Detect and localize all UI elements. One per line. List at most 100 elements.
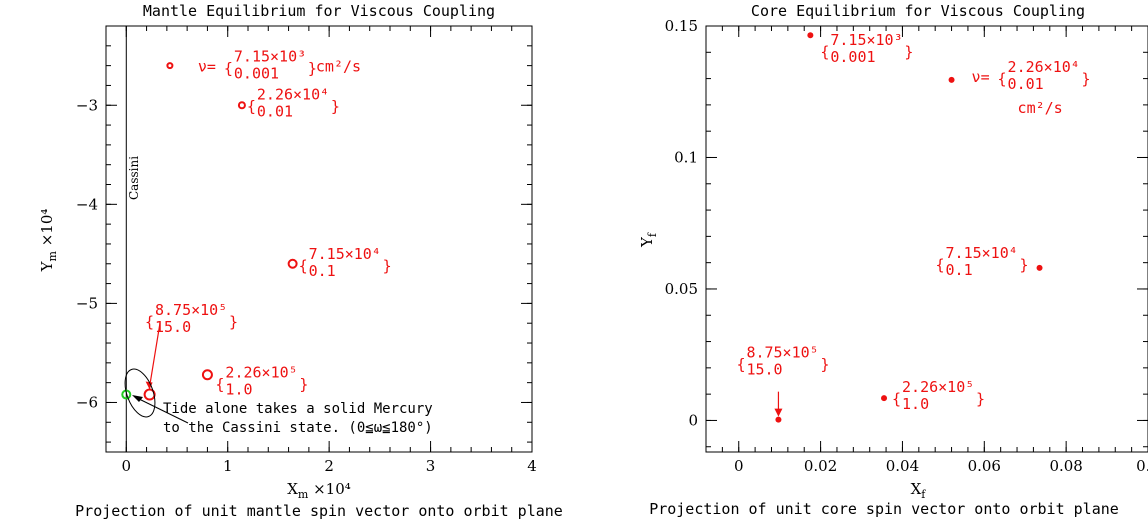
core-y-tick-label: 0.05 xyxy=(665,280,698,298)
mantle-annotation-arrow xyxy=(134,396,189,424)
mantle-annotation-line2: to the Cassini state. (0≦ω≦180°) xyxy=(163,420,433,436)
core-x-tick-label: 0.06 xyxy=(968,457,1001,475)
mantle-y-tick-label: −5 xyxy=(76,294,98,312)
mantle-annotations: ν= {7.15×10³0.001}cm²/s{2.26×10⁴0.01}{7.1… xyxy=(145,48,392,399)
mantle-right-brace: } xyxy=(308,60,317,78)
mantle-right-brace: } xyxy=(331,97,340,115)
mantle-left-brace: { xyxy=(299,257,308,275)
core-point xyxy=(948,76,955,83)
core-y-tick-label: 0.15 xyxy=(665,17,698,35)
core-point xyxy=(807,32,814,39)
core-right-brace: } xyxy=(1020,256,1029,274)
core-plot-frame xyxy=(705,25,1148,453)
core-tick-labels: 0 0.02 0.04 0.06 0.08 0.1 0 0.05 0.1 0.15 xyxy=(665,17,1148,475)
mantle-alpha-value: 1.0 xyxy=(225,381,252,399)
mantle-point-arrow xyxy=(149,322,161,387)
mantle-y-tick-label: −3 xyxy=(76,96,98,114)
mantle-ticks xyxy=(105,25,533,452)
core-x-tick-label: 0.08 xyxy=(1049,457,1082,475)
mantle-right-brace: } xyxy=(229,313,238,331)
core-point xyxy=(775,416,782,423)
core-nu-value: 8.75×10⁵ xyxy=(746,344,818,362)
mantle-left-brace: { xyxy=(224,60,233,78)
core-nu-value: 7.15×10³ xyxy=(830,31,902,49)
core-right-brace: } xyxy=(976,390,985,408)
core-alpha-value: 0.01 xyxy=(1008,75,1044,93)
core-nu-value: 2.26×10⁵ xyxy=(902,378,974,396)
mantle-xlabel-main: X xyxy=(287,480,298,498)
mantle-chart-title: Mantle Equilibrium for Viscous Coupling xyxy=(143,2,495,20)
mantle-chart: Mantle Equilibrium for Viscous Coupling … xyxy=(38,2,563,520)
core-ylabel-main: Y xyxy=(638,236,656,248)
mantle-x-tick-label: 3 xyxy=(426,457,436,475)
mantle-point xyxy=(287,258,298,269)
mantle-ellipse xyxy=(124,368,156,418)
core-left-brace: { xyxy=(936,256,945,274)
mantle-annotation-line1: Tide alone takes a solid Mercury xyxy=(163,401,433,417)
mantle-tick-labels: 0 1 2 3 4 −6 −5 −4 −3 xyxy=(76,96,537,475)
mantle-units: cm²/s xyxy=(316,58,361,76)
mantle-nu-prefix: ν= xyxy=(198,58,216,76)
mantle-point xyxy=(201,369,213,381)
mantle-y-axis-label: Ym ×10⁴ xyxy=(38,209,59,273)
core-point-arrowhead xyxy=(774,408,783,417)
core-nu-value: 2.26×10⁴ xyxy=(1008,58,1080,76)
mantle-xlabel-sub: m xyxy=(298,488,309,501)
core-point xyxy=(1036,264,1043,271)
mantle-ylabel-main: Y xyxy=(38,260,56,272)
mantle-nu-value: 8.75×10⁵ xyxy=(155,301,227,319)
core-right-brace: } xyxy=(904,43,913,61)
mantle-y-tick-label: −4 xyxy=(76,195,98,213)
mantle-alpha-value: 0.01 xyxy=(257,102,293,120)
core-xlabel-sub: f xyxy=(921,488,926,501)
mantle-point xyxy=(237,101,246,110)
core-x-tick-label: 0.04 xyxy=(886,457,919,475)
mantle-x-tick-label: 2 xyxy=(324,457,334,475)
core-alpha-value: 0.1 xyxy=(946,261,973,279)
mantle-right-brace: } xyxy=(299,376,308,394)
core-xlabel-main: X xyxy=(911,480,922,498)
mantle-right-brace: } xyxy=(383,257,392,275)
mantle-annotation-arrowhead xyxy=(132,395,143,402)
mantle-points xyxy=(121,62,298,401)
core-right-brace: } xyxy=(820,356,829,374)
mantle-nu-value: 2.26×10⁵ xyxy=(225,364,297,382)
core-left-brace: { xyxy=(892,390,901,408)
core-units: cm²/s xyxy=(1018,99,1063,117)
mantle-cassini-label: Cassini xyxy=(127,156,141,200)
mantle-x-tick-label: 4 xyxy=(527,457,537,475)
core-chart-title: Core Equilibrium for Viscous Coupling xyxy=(751,2,1085,20)
core-alpha-value: 0.001 xyxy=(830,48,875,66)
mantle-ylabel-sub: m xyxy=(46,250,59,261)
core-alpha-value: 1.0 xyxy=(902,395,929,413)
mantle-plot-frame xyxy=(105,25,533,453)
mantle-alpha-value: 0.001 xyxy=(234,65,279,83)
core-nu-prefix: ν= xyxy=(972,68,990,86)
core-nu-value: 7.15×10⁴ xyxy=(946,244,1018,262)
core-y-tick-label: 0 xyxy=(688,411,698,429)
core-point xyxy=(881,395,888,402)
core-x-tick-label: 0.1 xyxy=(1136,457,1148,475)
mantle-left-brace: { xyxy=(247,97,256,115)
core-x-tick-label: 0.02 xyxy=(804,457,837,475)
core-right-brace: } xyxy=(1082,70,1091,88)
mantle-point xyxy=(166,62,174,70)
mantle-x-tick-label: 1 xyxy=(223,457,233,475)
core-left-brace: { xyxy=(736,356,745,374)
core-chart-caption: Projection of unit core spin vector onto… xyxy=(649,500,1119,518)
core-ylabel-sub: f xyxy=(646,232,659,237)
core-points xyxy=(775,32,1043,423)
mantle-chart-caption: Projection of unit mantle spin vector on… xyxy=(75,502,563,520)
core-x-tick-label: 0 xyxy=(734,457,744,475)
